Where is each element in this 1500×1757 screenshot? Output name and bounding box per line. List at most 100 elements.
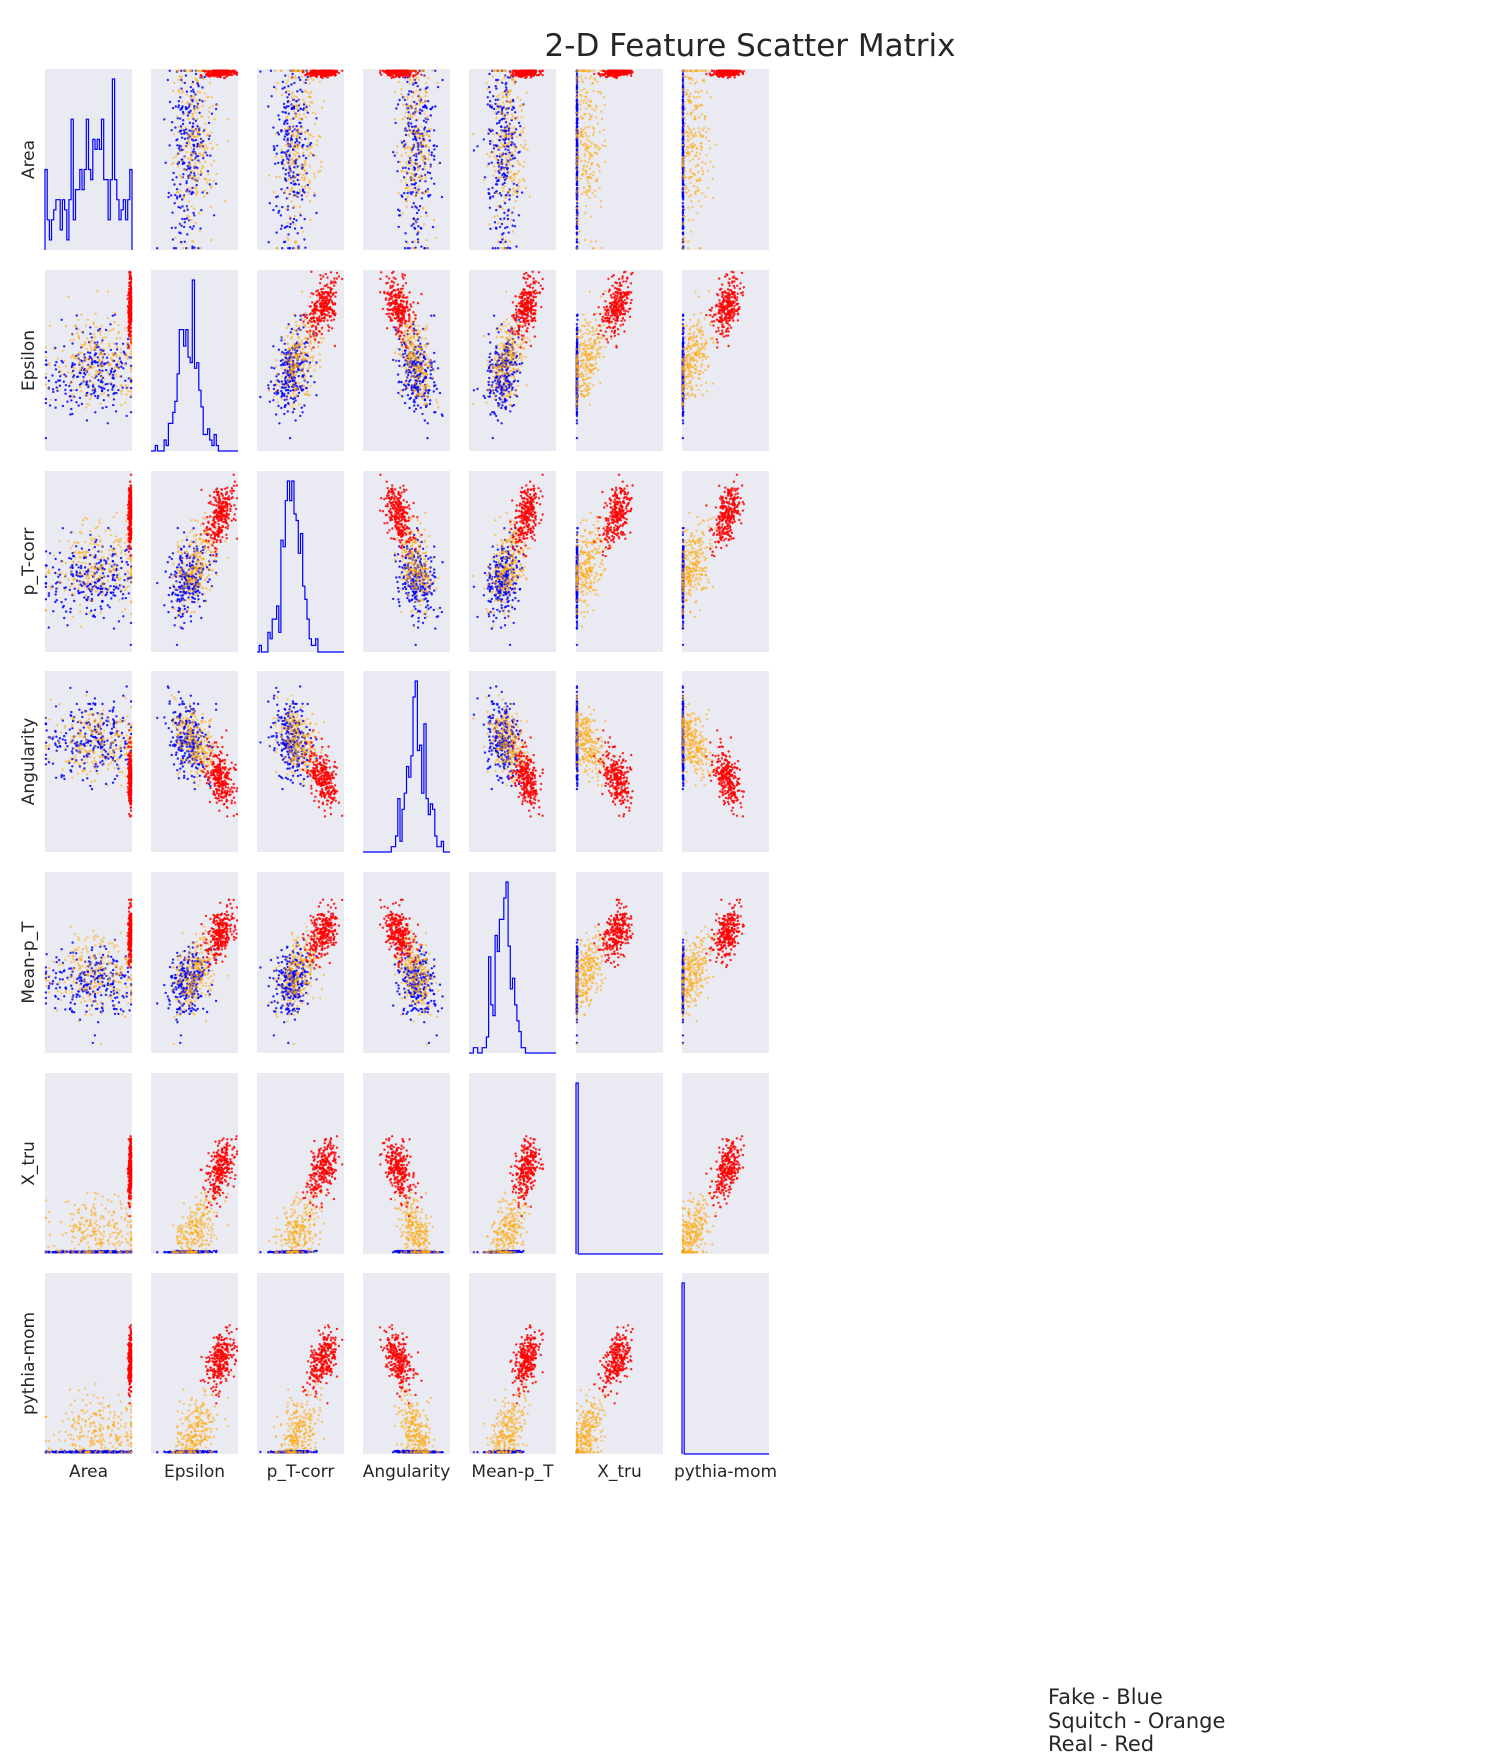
point-fake <box>301 90 304 93</box>
point-squitch <box>424 145 427 149</box>
point-squitch <box>191 240 194 243</box>
point-squitch <box>405 161 408 165</box>
point-squitch <box>177 131 180 134</box>
point-fake <box>281 205 284 209</box>
point-fake <box>402 139 406 143</box>
point-fake <box>286 122 289 125</box>
point-fake <box>192 191 195 194</box>
point-squitch <box>308 199 312 203</box>
point-squitch <box>682 140 685 143</box>
point-squitch <box>701 104 704 107</box>
point-squitch <box>700 167 703 170</box>
point-squitch <box>681 241 685 245</box>
point-squitch <box>416 162 419 165</box>
point-fake <box>487 191 490 195</box>
point-squitch <box>513 126 516 129</box>
point-squitch <box>44 355 48 359</box>
point-squitch <box>422 134 425 138</box>
point-fake <box>109 369 113 373</box>
point-squitch <box>295 128 298 132</box>
point-fake <box>313 194 316 197</box>
point-squitch <box>194 158 197 161</box>
point-squitch <box>598 130 601 134</box>
point-fake <box>58 379 62 382</box>
point-squitch <box>589 172 592 176</box>
point-squitch <box>287 238 290 242</box>
point-squitch <box>407 146 410 149</box>
point-squitch <box>517 187 520 190</box>
point-squitch <box>513 146 517 149</box>
point-fake <box>397 225 400 229</box>
point-squitch <box>693 82 697 85</box>
point-fake <box>192 225 195 228</box>
point-fake <box>206 154 209 157</box>
point-squitch <box>486 88 489 91</box>
point-squitch <box>285 207 288 210</box>
point-squitch <box>286 236 289 239</box>
point-squitch <box>407 189 410 192</box>
point-squitch <box>510 77 514 80</box>
point-squitch <box>513 80 516 84</box>
point-squitch <box>583 88 586 91</box>
point-squitch <box>584 95 587 99</box>
point-fake <box>76 375 80 378</box>
point-squitch <box>688 94 691 98</box>
point-real <box>326 69 329 73</box>
point-squitch <box>311 135 314 138</box>
point-fake <box>186 114 190 117</box>
point-squitch <box>596 163 600 167</box>
point-squitch <box>179 223 182 226</box>
point-squitch <box>308 82 311 85</box>
point-squitch <box>211 104 215 108</box>
point-squitch <box>418 137 422 140</box>
point-squitch <box>286 154 289 157</box>
panel-Area-vs-Mean-p_T <box>469 69 556 250</box>
point-squitch <box>303 159 307 163</box>
point-squitch <box>406 122 409 126</box>
point-squitch <box>695 154 698 158</box>
point-squitch <box>197 131 201 134</box>
point-fake <box>70 389 73 392</box>
point-squitch <box>191 82 194 85</box>
point-real <box>337 71 341 75</box>
point-real <box>312 69 316 73</box>
point-real <box>224 76 227 79</box>
point-squitch <box>292 206 295 209</box>
point-squitch <box>306 191 310 194</box>
point-squitch <box>284 140 288 143</box>
panel-background <box>682 69 769 250</box>
point-fake <box>681 107 685 110</box>
point-squitch <box>180 241 183 245</box>
point-squitch <box>579 75 583 78</box>
point-fake <box>487 162 490 165</box>
point-squitch <box>200 167 204 170</box>
point-squitch <box>226 118 229 121</box>
point-squitch <box>399 180 402 183</box>
point-fake <box>412 222 415 226</box>
point-squitch <box>694 107 698 111</box>
point-squitch <box>580 94 584 98</box>
point-squitch <box>581 80 585 84</box>
point-squitch <box>199 143 202 147</box>
point-squitch <box>194 221 197 225</box>
point-squitch <box>174 236 177 239</box>
point-squitch <box>188 215 191 218</box>
point-squitch <box>310 145 313 148</box>
point-squitch <box>681 223 685 226</box>
point-squitch <box>275 88 278 91</box>
point-squitch <box>300 185 304 188</box>
point-fake <box>124 379 127 382</box>
point-squitch <box>689 193 693 197</box>
point-squitch <box>592 127 596 130</box>
point-squitch <box>289 77 293 80</box>
point-squitch <box>423 155 427 158</box>
point-squitch <box>580 192 584 196</box>
point-fake <box>185 247 188 250</box>
point-squitch <box>512 131 515 134</box>
point-real <box>223 73 226 76</box>
point-fake <box>192 88 195 91</box>
point-squitch <box>521 103 525 107</box>
point-fake <box>431 225 435 229</box>
point-squitch <box>201 104 204 108</box>
point-squitch <box>395 151 398 155</box>
